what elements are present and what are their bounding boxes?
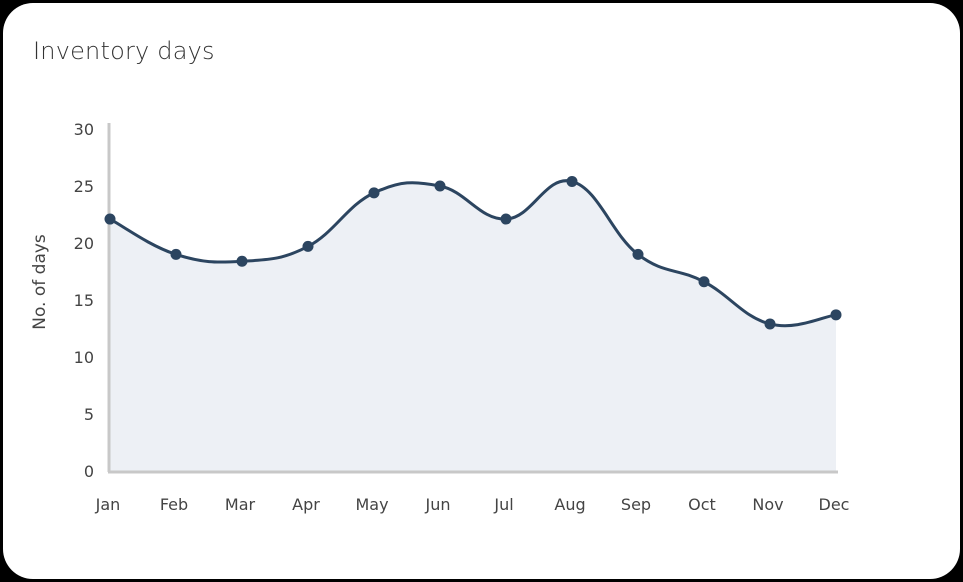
data-points: [104, 175, 842, 330]
x-tick-label: Oct: [688, 495, 716, 514]
data-point-jan[interactable]: [104, 213, 116, 225]
data-point-feb[interactable]: [170, 248, 182, 260]
data-point-dec[interactable]: [830, 309, 842, 321]
data-point-aug[interactable]: [566, 175, 578, 187]
chart-title: Inventory days: [33, 37, 215, 65]
x-tick-label: Jun: [425, 495, 451, 514]
y-axis-ticks: 0 5 10 15 20 25 30: [74, 120, 94, 481]
x-tick-label: May: [355, 495, 388, 514]
y-tick-label: 15: [74, 291, 94, 310]
x-tick-label: Mar: [225, 495, 256, 514]
y-tick-label: 20: [74, 234, 94, 253]
x-tick-label: Nov: [752, 495, 783, 514]
x-tick-label: Jan: [95, 495, 121, 514]
axes: [107, 123, 838, 474]
data-point-jul[interactable]: [500, 213, 512, 225]
y-tick-label: 25: [74, 177, 94, 196]
data-point-oct[interactable]: [698, 276, 710, 288]
area-fill-shape: [110, 180, 836, 472]
area-fill: [110, 180, 836, 472]
data-point-mar[interactable]: [236, 255, 248, 267]
x-tick-label: Feb: [160, 495, 188, 514]
x-tick-label: Sep: [621, 495, 651, 514]
y-tick-label: 30: [74, 120, 94, 139]
x-tick-label: Aug: [554, 495, 585, 514]
y-tick-label: 10: [74, 348, 94, 367]
data-point-may[interactable]: [368, 187, 380, 199]
y-tick-label: 0: [84, 462, 94, 481]
x-tick-label: Apr: [292, 495, 320, 514]
x-tick-label: Dec: [819, 495, 850, 514]
data-point-apr[interactable]: [302, 240, 314, 252]
y-axis-label: No. of days: [30, 234, 50, 330]
data-point-jun[interactable]: [434, 180, 446, 192]
data-point-nov[interactable]: [764, 318, 776, 330]
x-tick-label: Jul: [493, 495, 513, 514]
y-tick-label: 5: [84, 405, 94, 424]
x-axis-ticks: Jan Feb Mar Apr May Jun Jul Aug Sep Oct Nov Dec: [95, 495, 850, 514]
data-point-sep[interactable]: [632, 248, 644, 260]
